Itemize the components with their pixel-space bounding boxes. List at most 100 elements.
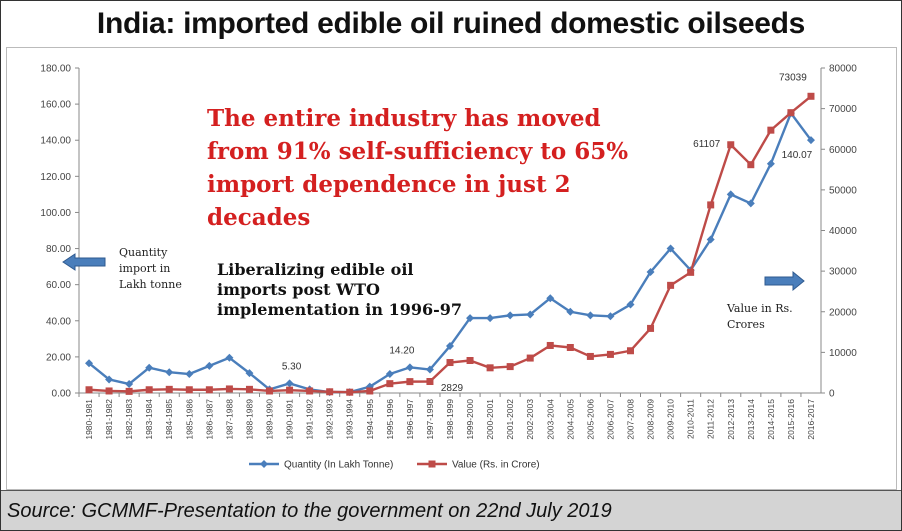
data-point <box>245 369 254 378</box>
data-point <box>245 385 253 393</box>
data-point <box>326 388 334 396</box>
data-point <box>687 268 695 276</box>
data-point <box>626 347 634 355</box>
category-label: 2016-2017 <box>806 399 816 440</box>
left-tick-label: 0.00 <box>52 389 72 400</box>
category-label: 2008-2009 <box>646 399 656 440</box>
category-label: 2002-2003 <box>525 399 535 440</box>
left-tick-label: 120.00 <box>40 172 71 183</box>
data-point <box>466 357 474 364</box>
category-label: 2006-2007 <box>605 399 615 440</box>
data-point <box>747 161 755 169</box>
left-tick-label: 60.00 <box>46 280 71 291</box>
data-point <box>707 201 715 209</box>
data-point <box>205 361 214 370</box>
category-label: 1984-1985 <box>164 399 174 440</box>
category-label: 1990-1991 <box>285 399 295 440</box>
annotation-label: 61107 <box>693 139 721 150</box>
category-label: 1996-1997 <box>405 399 415 440</box>
right-tick-label: 60000 <box>829 145 857 156</box>
right-tick-label: 30000 <box>829 267 857 278</box>
annotation-label: 140.07 <box>782 150 813 161</box>
category-label: 1989-1990 <box>265 399 275 440</box>
category-label: 1995-1996 <box>385 399 395 440</box>
right-axis-ticks: 0 10000 20000 30000 40000 50000 60000 70000 8000… <box>821 64 857 400</box>
data-point <box>105 387 113 395</box>
legend-marker-quantity <box>260 460 268 468</box>
category-label: 1986-1987 <box>204 399 214 440</box>
data-point <box>726 190 735 199</box>
data-point <box>225 353 234 362</box>
data-point <box>706 235 715 244</box>
annotation-label: 73039 <box>779 72 807 83</box>
category-label: 1997-1998 <box>425 399 435 440</box>
dual-axis-line-chart: 0.00 20.00 40.00 60.00 80.00 100.00 120.00 140.… <box>40 64 857 471</box>
data-point <box>385 370 394 379</box>
data-point <box>566 307 575 316</box>
data-point <box>346 388 354 396</box>
data-point <box>486 314 495 323</box>
data-point <box>766 159 775 168</box>
category-label: 1994-1995 <box>365 399 375 440</box>
category-label: 1987-1988 <box>224 399 234 440</box>
category-label: 1983-1984 <box>144 399 154 440</box>
data-point <box>185 370 194 379</box>
data-point <box>506 363 514 371</box>
data-point <box>526 354 534 362</box>
data-point <box>406 378 414 386</box>
category-label: 2011-2012 <box>706 399 716 439</box>
data-point <box>366 387 374 395</box>
data-point <box>405 363 414 372</box>
right-tick-label: 10000 <box>829 348 857 359</box>
category-label: 1998-1999 <box>445 399 455 440</box>
right-tick-label: 70000 <box>829 104 857 115</box>
data-point <box>185 386 193 394</box>
category-label: 2001-2002 <box>505 399 515 440</box>
data-point <box>145 363 154 372</box>
category-label: 2000-2001 <box>485 399 495 440</box>
data-point <box>526 310 535 319</box>
data-point <box>787 109 795 117</box>
headline-callout: The entire industry has moved from 91% s… <box>207 105 629 231</box>
data-point <box>586 311 595 320</box>
left-tick-label: 100.00 <box>40 208 71 219</box>
chart-legend: Quantity (In Lakh Tonne) Value (Rs. in Cr… <box>249 460 540 471</box>
data-point <box>546 294 555 303</box>
data-point <box>85 386 93 394</box>
data-point <box>606 350 614 358</box>
category-label: 2004-2005 <box>565 399 575 440</box>
category-label: 1999-2000 <box>465 399 475 440</box>
right-arrow-icon <box>764 270 805 292</box>
category-label: 2009-2010 <box>666 399 676 440</box>
data-point <box>646 268 655 277</box>
category-label: 2003-2004 <box>545 399 555 440</box>
data-point <box>606 312 615 321</box>
category-label: 2013-2014 <box>746 399 756 440</box>
category-label: 1992-1993 <box>325 399 335 440</box>
data-point <box>667 281 675 289</box>
right-tick-label: 20000 <box>829 307 857 318</box>
left-tick-label: 140.00 <box>40 136 71 147</box>
legend-label-value: Value (Rs. in Crore) <box>452 460 540 471</box>
data-point <box>647 324 655 332</box>
series-value <box>85 92 815 396</box>
category-labels: 1980-1981 1981-1982 1982-1983 1983-1984 1984… <box>78 393 816 440</box>
data-point <box>125 387 133 395</box>
data-point <box>566 344 574 351</box>
category-label: 1981-1982 <box>104 399 114 440</box>
data-point <box>767 126 775 134</box>
right-axis-note: Value in Rs. Crores <box>727 302 793 331</box>
data-point <box>145 386 153 394</box>
legend-marker-value <box>428 460 436 468</box>
right-tick-label: 80000 <box>829 64 857 75</box>
category-label: 1991-1992 <box>305 399 315 440</box>
axis-arrows <box>62 253 805 292</box>
data-point <box>306 387 314 395</box>
data-point <box>586 352 594 360</box>
data-point <box>205 386 213 394</box>
category-label: 2012-2013 <box>726 399 736 440</box>
category-label: 2010-2011 <box>686 399 696 439</box>
left-tick-label: 160.00 <box>40 100 71 111</box>
category-label: 2014-2015 <box>766 399 776 440</box>
category-label: 1988-1989 <box>244 399 254 440</box>
